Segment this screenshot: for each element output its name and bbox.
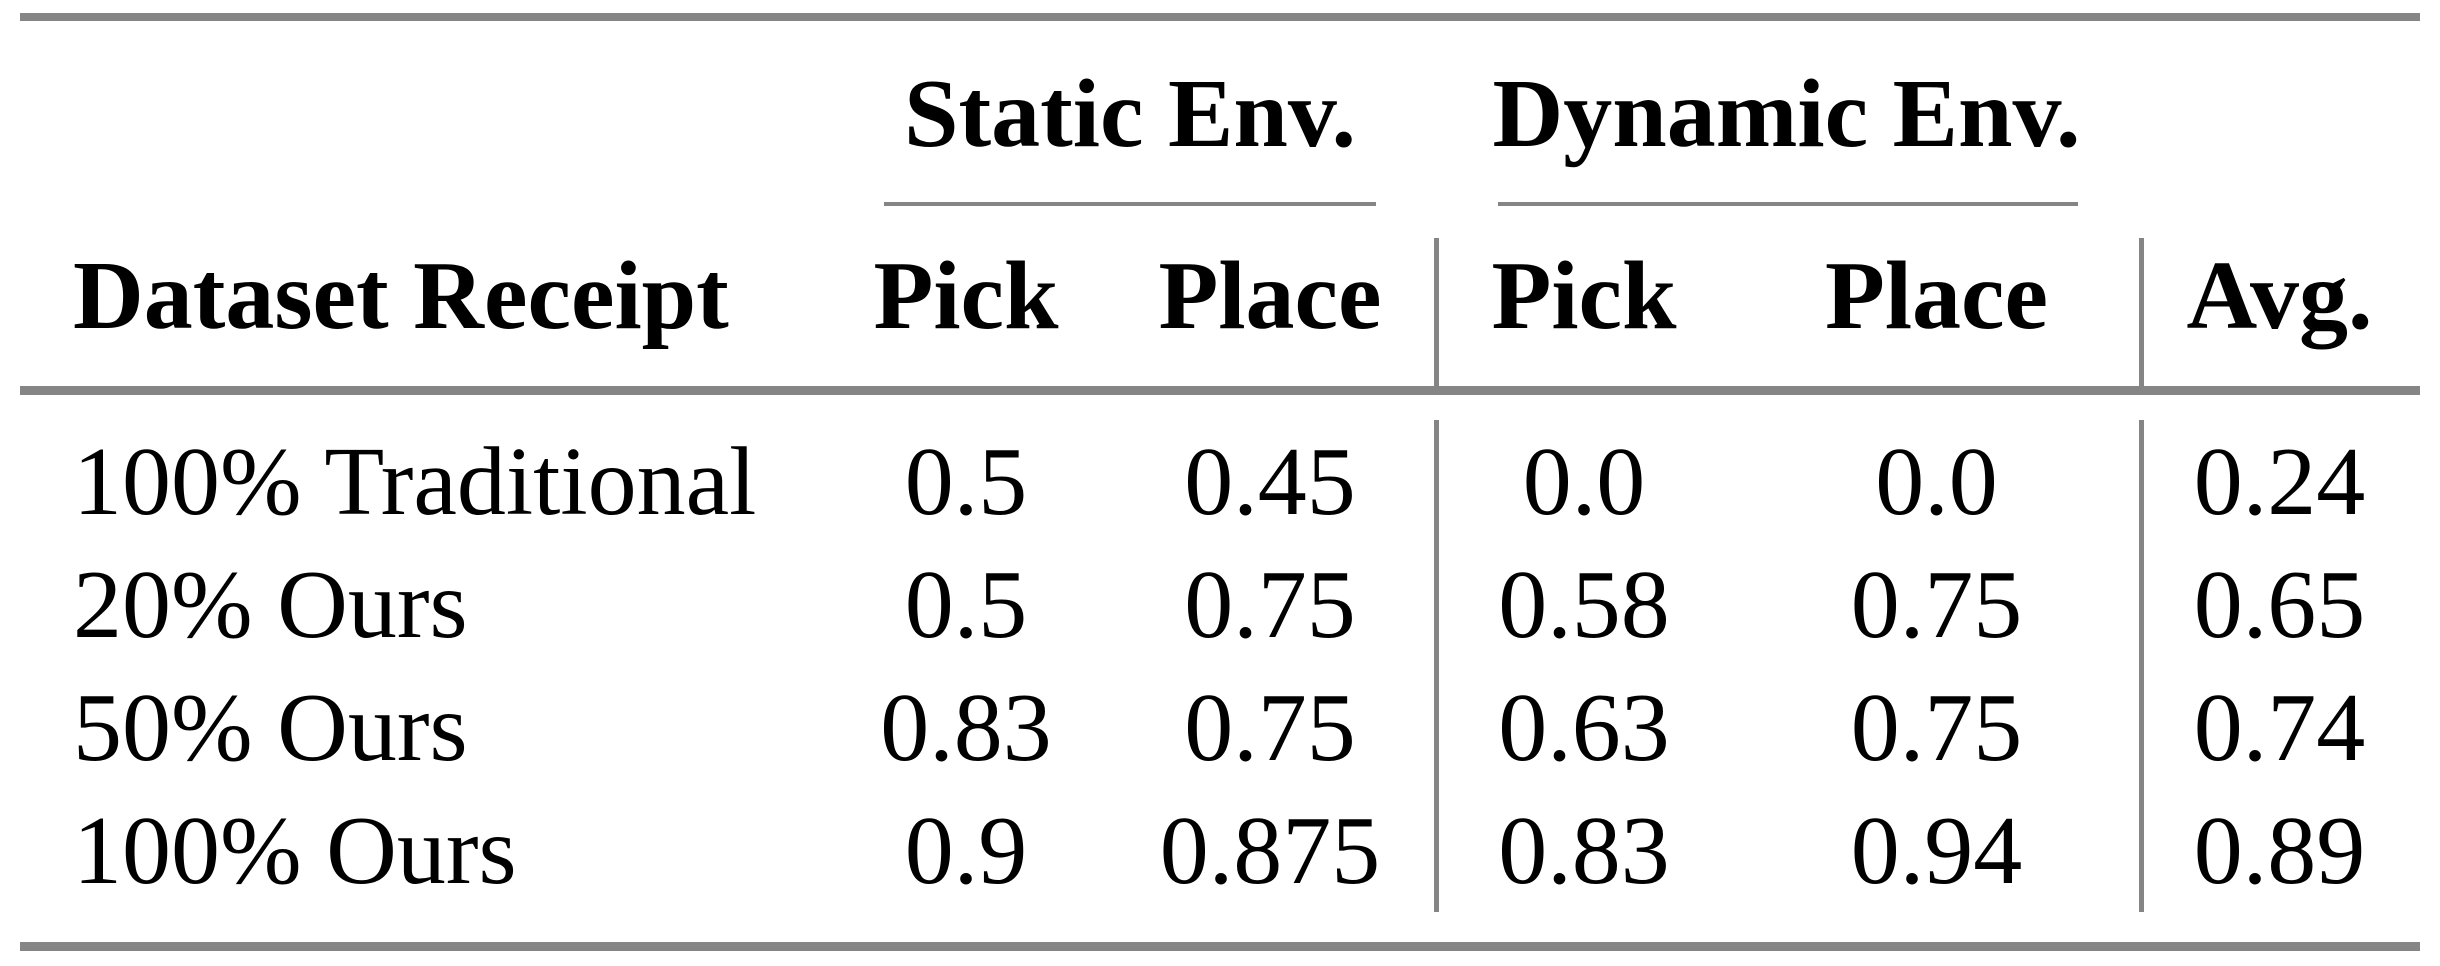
column-header-dynamic-pick: Pick <box>1434 206 1734 386</box>
row-header-cell: 20% Ours <box>73 550 468 659</box>
column-header-row: Dataset Receipt Pick Place Pick Place Av… <box>20 206 2420 386</box>
table-row: 20% Ours 0.5 0.75 0.58 0.75 0.65 <box>20 543 2420 666</box>
table-mid-rule <box>20 386 2420 395</box>
column-header-static-pick: Pick <box>873 242 1059 350</box>
dynamic-env-cmidrule <box>1498 202 2078 206</box>
row-header-cell: 100% Ours <box>73 796 517 905</box>
table-cell-dynamic-place: 0.75 <box>1850 550 2023 659</box>
table-cell-static-place: 0.875 <box>1159 796 1381 905</box>
table-cell-static-place: 0.75 <box>1184 550 1356 659</box>
table-cell-avg: 0.74 <box>2139 666 2420 789</box>
table-cell-static-pick: 0.5 <box>904 550 1028 659</box>
column-group-static-env: Static Env. <box>826 21 1434 206</box>
table-cell-dynamic-pick: 0.0 <box>1434 420 1734 543</box>
column-header-static-place: Place <box>1158 242 1382 350</box>
column-group-label-static: Static Env. <box>904 59 1356 168</box>
table-cell-avg: 0.89 <box>2139 789 2420 912</box>
column-header-dynamic-place: Place <box>1824 242 2049 350</box>
table-cell-static-pick: 0.5 <box>904 427 1028 536</box>
table-cell-dynamic-place: 0.75 <box>1850 673 2023 782</box>
column-group-label-dynamic: Dynamic Env. <box>1492 59 2081 168</box>
row-header-cell: 50% Ours <box>73 673 468 782</box>
table-cell-avg: 0.24 <box>2139 420 2420 543</box>
row-header-cell: 100% Traditional <box>73 427 757 536</box>
table-row: 50% Ours 0.83 0.75 0.63 0.75 0.74 <box>20 666 2420 789</box>
table-cell-dynamic-place: 0.0 <box>1875 427 1998 536</box>
table-top-rule <box>20 13 2420 21</box>
column-group-dynamic-env: Dynamic Env. <box>1434 21 2139 206</box>
table-row: 100% Traditional 0.5 0.45 0.0 0.0 0.24 <box>20 420 2420 543</box>
table-cell-avg: 0.65 <box>2139 543 2420 666</box>
column-group-header-row: Static Env. Dynamic Env. <box>20 21 2420 206</box>
empty-corner-cell <box>2139 21 2420 206</box>
table-row: 100% Ours 0.9 0.875 0.83 0.94 0.89 <box>20 789 2420 912</box>
table-bottom-rule <box>20 942 2420 951</box>
column-header-avg: Avg. <box>2139 206 2420 386</box>
empty-corner-cell <box>20 21 826 206</box>
table-cell-static-place: 0.45 <box>1184 427 1356 536</box>
static-env-cmidrule <box>884 202 1376 206</box>
table-cell-dynamic-pick: 0.83 <box>1434 789 1734 912</box>
table-cell-static-pick: 0.83 <box>880 673 1052 782</box>
table-cell-dynamic-pick: 0.63 <box>1434 666 1734 789</box>
table-cell-static-pick: 0.9 <box>904 796 1028 905</box>
table-cell-static-place: 0.75 <box>1184 673 1356 782</box>
table-cell-dynamic-place: 0.94 <box>1850 796 2023 905</box>
column-header-dataset-receipt: Dataset Receipt <box>73 242 729 350</box>
table-cell-dynamic-pick: 0.58 <box>1434 543 1734 666</box>
table-body: 100% Traditional 0.5 0.45 0.0 0.0 0.24 2… <box>0 395 2440 912</box>
